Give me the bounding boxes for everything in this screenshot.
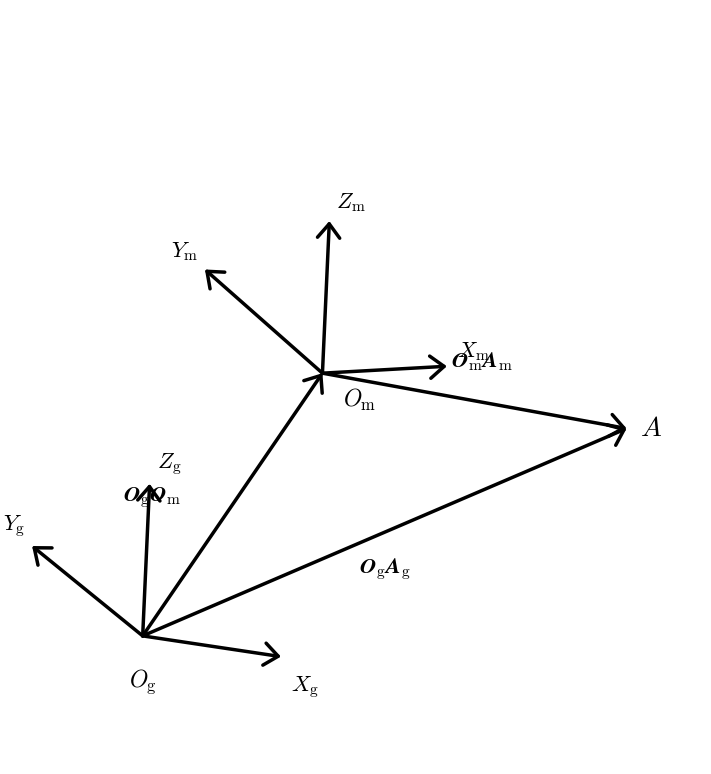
Text: $O_{\mathrm{g}}$: $O_{\mathrm{g}}$	[129, 667, 156, 696]
Text: $A$: $A$	[641, 415, 663, 442]
Text: $Y_{\mathrm{g}}$: $Y_{\mathrm{g}}$	[3, 513, 25, 539]
Text: $\boldsymbol{O}_{\mathrm{g}}\boldsymbol{A}_{\mathrm{g}}$: $\boldsymbol{O}_{\mathrm{g}}\boldsymbol{…	[359, 557, 410, 582]
Text: $X_{\mathrm{g}}$: $X_{\mathrm{g}}$	[292, 674, 319, 700]
Text: $X_{\mathrm{m}}$: $X_{\mathrm{m}}$	[457, 340, 491, 363]
Text: $Y_{\mathrm{m}}$: $Y_{\mathrm{m}}$	[171, 240, 198, 262]
Text: $Z_{\mathrm{m}}$: $Z_{\mathrm{m}}$	[336, 191, 366, 214]
Text: $\boldsymbol{O}_{\mathrm{g}}\boldsymbol{O}_{\mathrm{m}}$: $\boldsymbol{O}_{\mathrm{g}}\boldsymbol{…	[123, 485, 181, 510]
Text: $O_{\mathrm{m}}$: $O_{\mathrm{m}}$	[343, 387, 377, 413]
Text: $Z_{\mathrm{g}}$: $Z_{\mathrm{g}}$	[156, 451, 181, 477]
Text: $\boldsymbol{O}_{\mathrm{m}}\boldsymbol{A}_{\mathrm{m}}$: $\boldsymbol{O}_{\mathrm{m}}\boldsymbol{…	[451, 351, 513, 373]
